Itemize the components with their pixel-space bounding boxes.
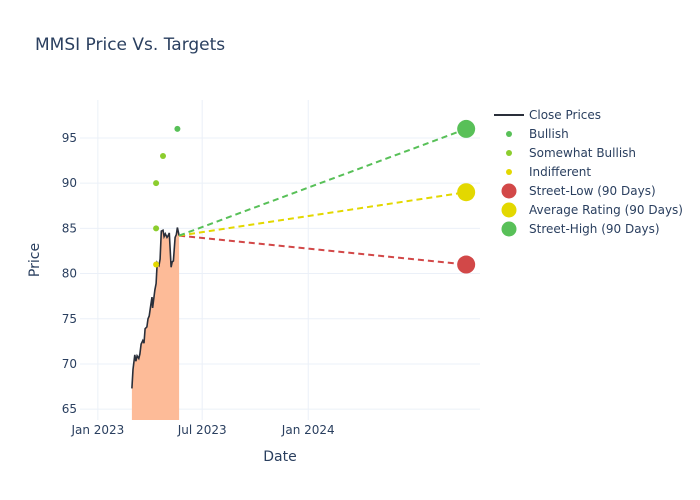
legend-label[interactable]: Average Rating (90 Days)	[529, 203, 683, 217]
close-price-fill	[131, 227, 180, 420]
legend-swatch	[506, 131, 512, 137]
rating-points	[153, 125, 181, 268]
legend-label[interactable]: Bullish	[529, 127, 569, 141]
legend: Close Prices Bullish Somewhat Bullish Indif…	[494, 108, 683, 237]
legend-swatch	[501, 221, 517, 237]
target-points	[457, 119, 476, 274]
target-marker[interactable]	[457, 255, 476, 274]
target-line	[179, 234, 467, 266]
x-tick-label: Jan 2023	[70, 423, 124, 437]
rating-point[interactable]	[153, 180, 160, 187]
legend-swatch	[501, 202, 517, 218]
legend-label[interactable]: Somewhat Bullish	[529, 146, 636, 160]
y-tick-label: 95	[62, 131, 77, 145]
target-lines	[178, 127, 467, 266]
rating-point[interactable]	[159, 153, 166, 160]
y-axis-title: Price	[27, 243, 43, 277]
legend-swatch	[506, 150, 512, 156]
rating-point[interactable]	[174, 125, 181, 132]
x-axis-ticks: Jan 2023 Jul 2023 Jan 2024	[70, 423, 334, 437]
target-line	[178, 127, 467, 237]
rating-point[interactable]	[153, 261, 160, 268]
legend-swatch	[501, 183, 517, 199]
y-tick-label: 75	[62, 312, 77, 326]
target-marker[interactable]	[457, 119, 476, 138]
legend-swatch	[506, 169, 512, 175]
x-tick-label: Jan 2024	[281, 423, 335, 437]
x-axis-title: Date	[263, 449, 296, 465]
legend-label[interactable]: Close Prices	[529, 108, 601, 122]
close-price-line[interactable]	[131, 227, 180, 389]
y-tick-label: 80	[62, 267, 77, 281]
legend-label[interactable]: Street-High (90 Days)	[529, 222, 660, 236]
target-line	[178, 191, 467, 237]
legend-label[interactable]: Indifferent	[529, 165, 591, 179]
chart-title: MMSI Price Vs. Targets	[35, 35, 225, 55]
legend-label[interactable]: Street-Low (90 Days)	[529, 184, 656, 198]
rating-point[interactable]	[153, 225, 160, 232]
x-tick-label: Jul 2023	[177, 423, 227, 437]
y-tick-label: 70	[62, 357, 77, 371]
target-marker[interactable]	[457, 183, 476, 202]
y-axis-ticks: 65 70 75 80 85 90 95	[62, 131, 77, 416]
y-tick-label: 85	[62, 221, 77, 235]
y-tick-label: 65	[62, 402, 77, 416]
y-tick-label: 90	[62, 176, 77, 190]
